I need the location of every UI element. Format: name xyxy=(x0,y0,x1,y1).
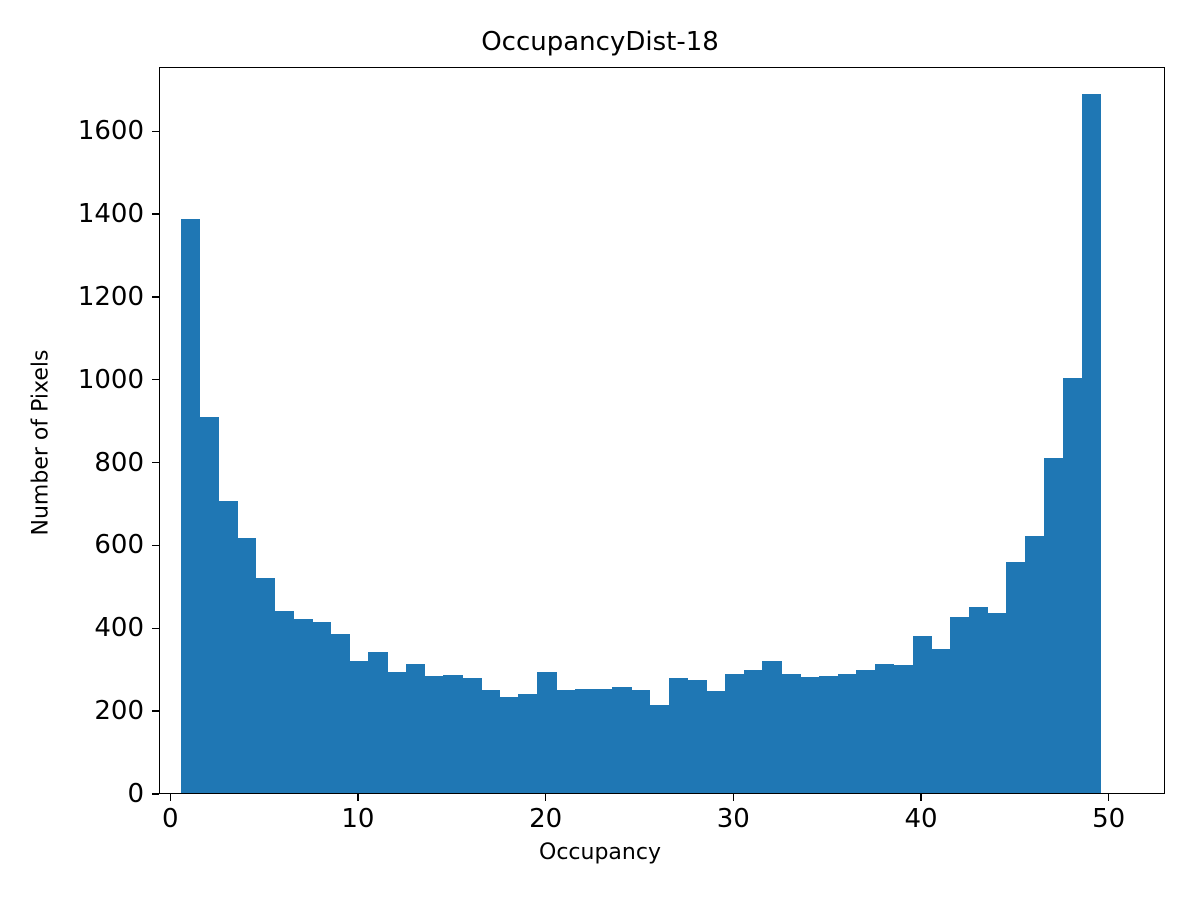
histogram-bar xyxy=(424,676,444,793)
chart-title: OccupancyDist-18 xyxy=(481,27,719,57)
histogram-bar xyxy=(631,690,651,793)
histogram-bar xyxy=(875,663,895,793)
histogram-bar xyxy=(574,688,595,793)
histogram-bar xyxy=(255,577,276,793)
histogram-bar xyxy=(649,705,670,793)
x-tick-mark xyxy=(732,794,734,801)
histogram-bar xyxy=(931,648,951,793)
histogram-bar xyxy=(1006,561,1026,793)
histogram-bar xyxy=(180,219,200,793)
histogram-bar xyxy=(236,538,257,793)
histogram-bar xyxy=(912,636,932,793)
histogram-bar xyxy=(856,669,876,793)
histogram-bars xyxy=(160,68,1164,793)
histogram-bar xyxy=(218,500,238,793)
x-axis-label: Occupancy xyxy=(539,840,661,865)
histogram-bar xyxy=(837,673,857,793)
y-tick-mark xyxy=(152,461,159,464)
histogram-bar xyxy=(349,661,369,793)
histogram-bar xyxy=(462,677,482,793)
histogram-bar xyxy=(518,694,538,793)
y-tick-label: 1000 xyxy=(77,364,144,395)
x-tick-label: 20 xyxy=(529,804,563,834)
histogram-bar xyxy=(743,669,764,793)
histogram-bar xyxy=(706,691,726,793)
histogram-bar xyxy=(199,416,219,793)
histogram-bar xyxy=(499,696,520,793)
y-tick-mark xyxy=(152,213,159,215)
histogram-bar xyxy=(480,690,501,793)
histogram-bar xyxy=(1081,93,1101,793)
y-tick-label: 800 xyxy=(94,447,144,478)
histogram-bar xyxy=(781,673,801,793)
y-axis-label: Number of Pixels xyxy=(28,349,54,536)
histogram-bar xyxy=(1062,377,1083,793)
y-tick-label: 200 xyxy=(94,696,144,727)
x-tick-label: 40 xyxy=(904,804,938,834)
histogram-bar xyxy=(724,673,745,793)
y-tick-mark xyxy=(152,379,159,381)
histogram-bar xyxy=(443,674,463,793)
y-tick-mark xyxy=(152,296,159,298)
y-tick-label: 1200 xyxy=(77,281,144,312)
histogram-bar xyxy=(368,652,388,793)
x-tick-label: 10 xyxy=(341,804,375,834)
histogram-bar xyxy=(1025,536,1045,793)
x-tick-mark xyxy=(544,794,547,801)
histogram-bar xyxy=(950,616,970,793)
histogram-bar xyxy=(762,661,782,793)
y-tick-mark xyxy=(152,627,159,629)
y-tick-label: 400 xyxy=(94,613,144,644)
y-tick-label: 0 xyxy=(127,779,144,809)
x-tick-label: 30 xyxy=(716,804,750,834)
x-tick-label: 0 xyxy=(161,804,179,834)
y-tick-mark xyxy=(152,793,159,795)
y-tick-label: 1600 xyxy=(77,116,144,147)
y-tick-mark xyxy=(152,544,159,547)
histogram-bar xyxy=(387,672,407,793)
histogram-bar xyxy=(668,677,688,793)
histogram-bar xyxy=(800,677,820,793)
histogram-bar xyxy=(330,633,351,793)
histogram-bar xyxy=(312,622,332,793)
x-tick-mark xyxy=(169,794,171,801)
histogram-bar xyxy=(293,619,313,793)
histogram-bar xyxy=(274,610,294,793)
histogram-bar xyxy=(987,612,1008,793)
histogram-bar xyxy=(968,606,989,793)
y-tick-mark xyxy=(152,130,159,132)
x-tick-mark xyxy=(920,794,922,801)
histogram-bar xyxy=(818,676,839,793)
y-tick-label: 600 xyxy=(94,530,144,561)
histogram-bar xyxy=(1044,458,1064,793)
histogram-bar xyxy=(593,689,613,793)
x-tick-label: 50 xyxy=(1092,804,1126,834)
histogram-bar xyxy=(405,663,426,793)
histogram-bar xyxy=(687,680,707,793)
x-tick-mark xyxy=(357,794,359,801)
histogram-bar xyxy=(556,690,576,793)
x-tick-mark xyxy=(1107,794,1110,801)
plot-area xyxy=(159,67,1165,794)
y-tick-mark xyxy=(152,710,159,712)
histogram-bar xyxy=(893,664,914,793)
histogram-bar xyxy=(537,672,557,793)
y-tick-label: 1400 xyxy=(77,199,144,230)
histogram-bar xyxy=(612,687,632,793)
